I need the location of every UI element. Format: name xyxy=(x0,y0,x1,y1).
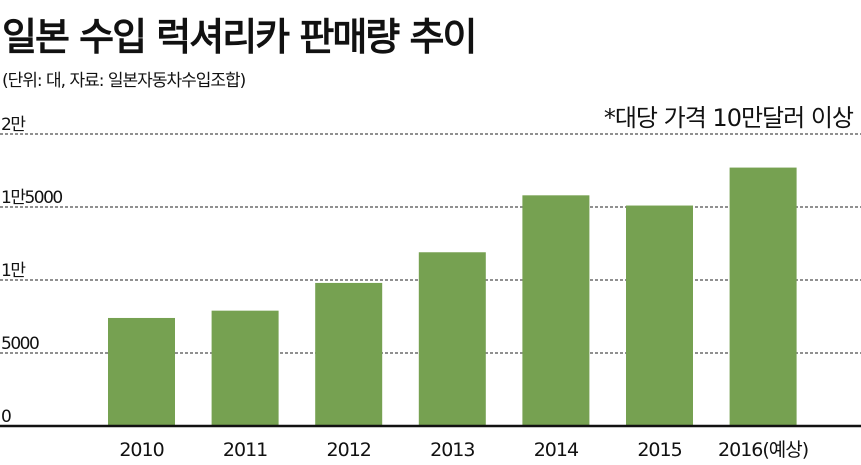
y-tick-label: 1만5000 xyxy=(1,188,62,208)
x-tick-label: 2011 xyxy=(223,439,267,461)
chart-annotation: *대당 가격 10만달러 이상 xyxy=(603,104,854,132)
y-tick-label: 5000 xyxy=(1,334,39,354)
bar-2014 xyxy=(522,195,590,426)
y-tick-label: 1만 xyxy=(1,261,26,281)
x-tick-label: 2010 xyxy=(119,439,163,461)
x-tick-label: 2015 xyxy=(637,439,681,461)
x-tick-label: 2013 xyxy=(430,439,474,461)
x-tick-label: 2016(예상) xyxy=(718,439,808,461)
bar-2016(예상) xyxy=(729,167,797,426)
chart-subtitle: (단위: 대, 자료: 일본자동차수입조합) xyxy=(2,71,246,91)
bar-2011 xyxy=(211,310,279,426)
chart-title: 일본 수입 럭셔리카 판매량 추이 xyxy=(2,15,477,59)
y-tick-label: 0 xyxy=(1,407,11,427)
bar-2013 xyxy=(418,252,486,426)
x-tick-label: 2012 xyxy=(327,439,371,461)
bar-2012 xyxy=(315,282,383,426)
x-tick-label: 2014 xyxy=(534,439,579,461)
bar-2015 xyxy=(626,205,693,426)
y-tick-label: 2만 xyxy=(1,115,26,135)
bar-2010 xyxy=(108,317,175,426)
